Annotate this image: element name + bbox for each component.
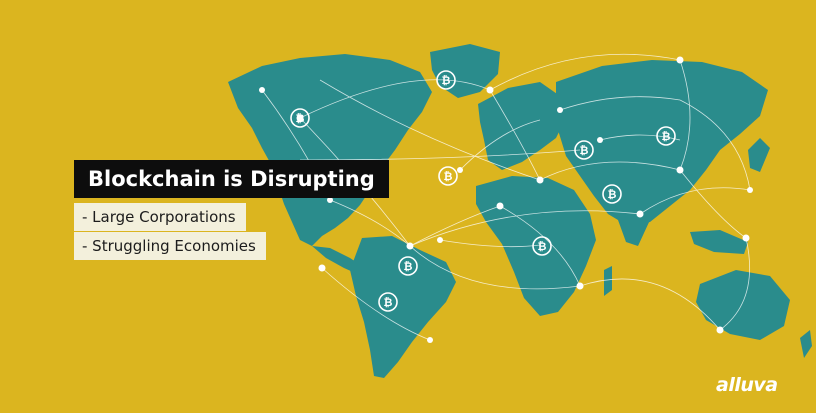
svg-text:₿: ₿ [384, 296, 393, 309]
bitcoin-icon: ₿ [439, 167, 457, 185]
brand-logo: alluva [716, 374, 778, 396]
south-america-shape [350, 236, 456, 378]
new-zealand-shape [800, 330, 812, 358]
bullet-struggling-economies: - Struggling Economies [74, 232, 266, 260]
svg-text:₿: ₿ [580, 144, 589, 157]
svg-text:₿: ₿ [538, 240, 547, 253]
bullet-large-corporations: - Large Corporations [74, 203, 246, 231]
svg-text:₿: ₿ [442, 74, 451, 87]
svg-text:₿: ₿ [404, 260, 413, 273]
svg-text:₿: ₿ [608, 188, 617, 201]
madagascar-shape [604, 266, 612, 296]
headline-label: Blockchain is Disrupting [74, 160, 389, 198]
svg-text:₿: ₿ [662, 130, 671, 143]
svg-text:₿: ₿ [296, 112, 305, 125]
japan-shape [748, 138, 770, 172]
australia-shape [696, 270, 790, 340]
southeast-asia-shape [690, 230, 748, 254]
continents [228, 44, 812, 378]
svg-text:₿: ₿ [444, 170, 453, 183]
